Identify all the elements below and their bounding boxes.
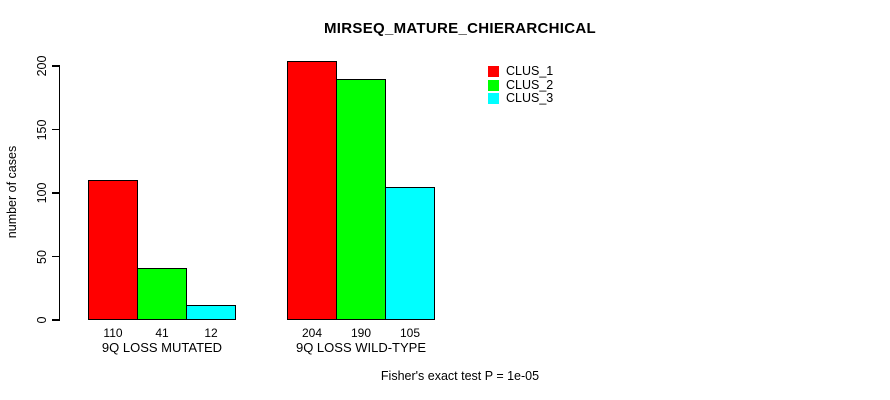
y-tick xyxy=(52,192,60,194)
y-tick-label: 0 xyxy=(35,316,49,324)
y-tick xyxy=(52,128,60,131)
legend-swatch-CLUS_1 xyxy=(488,66,499,77)
bar-value-label: 190 xyxy=(350,326,372,340)
bar-value-label: 105 xyxy=(399,326,421,340)
legend-label-CLUS_1: CLUS_1 xyxy=(506,64,554,78)
bar-CLUS_2-group2 xyxy=(336,79,386,320)
bar-CLUS_2-group1 xyxy=(137,268,187,320)
bar-value-label: 12 xyxy=(204,326,218,340)
y-tick-label: 50 xyxy=(35,249,49,264)
y-tick-label: 100 xyxy=(35,182,49,204)
bar-CLUS_1-group1 xyxy=(88,180,138,320)
y-tick-label: 150 xyxy=(35,119,49,140)
chart-title: MIRSEQ_MATURE_CHIERARCHICAL xyxy=(324,20,596,37)
legend-label-CLUS_2: CLUS_2 xyxy=(506,77,554,92)
y-tick-label: 200 xyxy=(35,55,49,77)
bar-value-label: 110 xyxy=(103,326,123,340)
bar-CLUS_3-group1 xyxy=(186,305,236,320)
category-label: 9Q LOSS MUTATED xyxy=(101,340,223,355)
legend-swatch-CLUS_2 xyxy=(488,79,499,91)
legend-label-CLUS_3: CLUS_3 xyxy=(506,91,554,105)
legend-swatch-CLUS_3 xyxy=(488,93,499,104)
bar-value-label: 204 xyxy=(301,326,323,340)
y-tick xyxy=(52,255,60,258)
bar-CLUS_3-group2 xyxy=(385,187,435,320)
footer-annotation: Fisher's exact test P = 1e-05 xyxy=(380,369,540,383)
bar-CLUS_1-group2 xyxy=(287,61,337,320)
y-axis-label: number of cases xyxy=(5,145,19,239)
category-label: 9Q LOSS WILD-TYPE xyxy=(295,340,427,355)
bar-value-label: 41 xyxy=(155,326,169,340)
y-tick xyxy=(52,65,60,67)
y-tick xyxy=(52,319,60,321)
